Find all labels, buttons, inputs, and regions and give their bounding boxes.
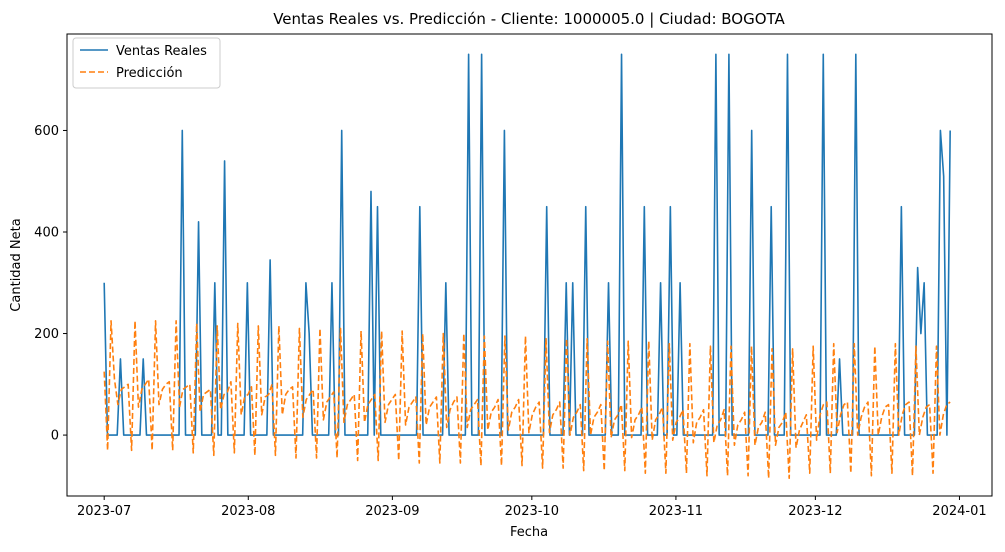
x-tick-label: 2023-12: [788, 504, 842, 519]
plot-frame: [66, 33, 993, 497]
plot-area: [103, 53, 951, 480]
x-tick-label: 2023-11: [649, 504, 703, 519]
y-tick-label: 400: [34, 226, 59, 241]
series-line-prediccion: [103, 320, 951, 480]
x-tick-label: 2023-09: [365, 504, 419, 519]
y-tick-label: 0: [51, 429, 59, 444]
legend: Ventas Reales Predicción: [72, 37, 221, 89]
y-tick-label: 600: [34, 124, 59, 139]
y-axis-title: Cantidad Neta: [9, 218, 24, 311]
x-axis-title: Fecha: [510, 525, 548, 540]
y-axis: 0 200 400 600: [34, 124, 67, 444]
x-tick-label: 2023-07: [77, 504, 131, 519]
x-tick-label: 2023-10: [505, 504, 559, 519]
x-tick-label: 2024-01: [932, 504, 986, 519]
legend-label-ventas-reales: Ventas Reales: [116, 44, 207, 59]
series-line-ventas-reales: [103, 53, 951, 436]
legend-box: [72, 37, 221, 89]
x-axis: 2023-07 2023-08 2023-09 2023-10 2023-11 2023-…: [77, 496, 987, 519]
chart-title: Ventas Reales vs. Predicción - Cliente: …: [273, 10, 785, 28]
legend-label-prediccion: Predicción: [116, 66, 183, 81]
x-tick-label: 2023-08: [221, 504, 275, 519]
y-tick-label: 200: [34, 327, 59, 342]
